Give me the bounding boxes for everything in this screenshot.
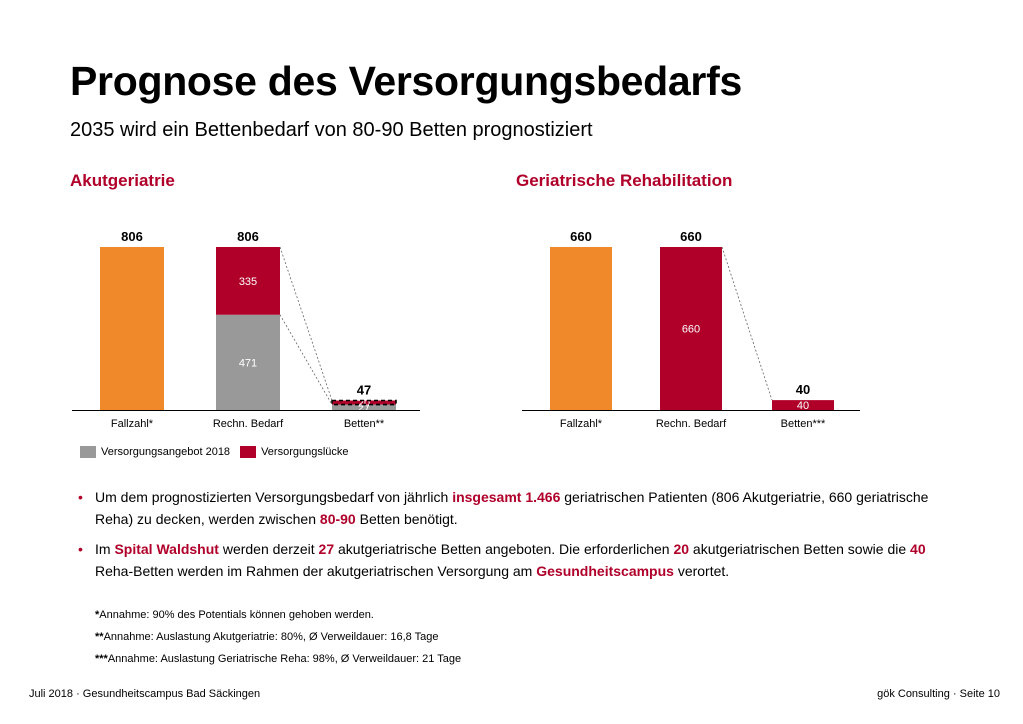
footnote-mark: *** (95, 653, 108, 665)
bullet-text: Betten benötigt. (355, 511, 458, 527)
footnote: *Annahme: 90% des Potentials können geho… (95, 604, 461, 626)
segment-label: 335 (239, 276, 257, 288)
bar-total-label: 806 (237, 229, 259, 244)
connector-line (721, 246, 773, 401)
segment-label: 40 (797, 400, 809, 412)
x-tick-label: Betten** (344, 418, 385, 430)
bar-1-series-1 (660, 247, 722, 410)
highlight-text: insgesamt 1.466 (452, 489, 561, 505)
footer-left: Juli 2018 · Gesundheitscampus Bad Säckin… (29, 688, 261, 700)
bar-2-series-2 (332, 400, 396, 405)
bullet-text: geriatrischen Patienten (806 Akutgeriatr… (95, 489, 929, 527)
bullet-item: • Im Spital Waldshut werden derzeit 27 ak… (78, 538, 958, 582)
bar-total-label: 47 (357, 382, 371, 397)
chart-akutgeriatrie: 806 Fallzahl* 471 335 806 Rechn. Bedarf 272047… (72, 229, 420, 430)
segment-label: 20 (358, 398, 370, 410)
x-tick-label: Fallzahl* (111, 418, 154, 430)
connector-line (279, 246, 333, 401)
segment-label: 27 (358, 402, 370, 414)
chart-title-reha: Geriatrische Rehabilitation (516, 171, 733, 190)
bar-total-label: 660 (570, 229, 592, 244)
page-subtitle: 2035 wird ein Bettenbedarf von 80-90 Bet… (70, 119, 593, 141)
legend-swatch-supply (80, 446, 96, 458)
chart-reha: 660 Fallzahl* 660 660 Rechn. Bedarf 40 40 Bette… (522, 229, 860, 430)
bar-total-label: 660 (680, 229, 702, 244)
footnote: **Annahme: Auslastung Akutgeriatrie: 80%… (95, 626, 461, 648)
highlight-text: 40 (910, 541, 926, 557)
chart-legend: Versorgungsangebot 2018 Versorgungslücke (80, 446, 359, 458)
x-tick-label: Rechn. Bedarf (213, 418, 284, 430)
bar-2-series-1 (772, 400, 834, 410)
footnotes: *Annahme: 90% des Potentials können geho… (95, 604, 461, 670)
x-tick-label: Fallzahl* (560, 418, 603, 430)
legend-label-supply: Versorgungsangebot 2018 (101, 446, 231, 458)
legend-label-gap: Versorgungslücke (261, 446, 349, 458)
highlight-text: 80-90 (319, 511, 356, 527)
footnote-mark: ** (95, 631, 104, 643)
bullet-dot: • (78, 541, 83, 557)
bar-1-series-1 (216, 314, 280, 410)
gap-highlight-box (331, 399, 397, 406)
legend-item-supply: Versorgungsangebot 2018 (80, 446, 230, 458)
bar-1-series-2 (216, 247, 280, 315)
bar-0-series-0 (100, 247, 164, 410)
bullet-text: akutgeriatrischen Betten sowie die (689, 541, 911, 557)
bullet-text: Um dem prognostizierten Versorgungsbedar… (95, 489, 453, 505)
bar-total-label: 40 (796, 382, 810, 397)
highlight-text: 20 (673, 541, 690, 557)
legend-swatch-gap (240, 446, 257, 458)
bullet-text: Reha-Betten werden im Rahmen der akutger… (95, 563, 537, 579)
segment-label: 660 (682, 324, 700, 336)
footnote-mark: * (95, 609, 100, 621)
bullet-text: Im (95, 541, 115, 557)
chart-title-akutgeriatrie: Akutgeriatrie (70, 171, 175, 190)
footnote-text: Annahme: Auslastung Geriatrische Reha: 9… (107, 653, 462, 665)
bullet-list: • Um dem prognostizierten Versorgungsbeda… (78, 486, 958, 590)
footer-right: gök Consulting · Seite 10 (877, 688, 1000, 700)
bullet-item: • Um dem prognostizierten Versorgungsbeda… (78, 486, 958, 530)
bar-total-label: 806 (121, 229, 143, 244)
x-tick-label: Rechn. Bedarf (656, 418, 727, 430)
footnote: ***Annahme: Auslastung Geriatrische Reha… (95, 648, 461, 670)
segment-label: 471 (239, 357, 257, 369)
x-tick-label: Betten*** (781, 418, 826, 430)
footnote-text: Annahme: 90% des Potentials können gehob… (99, 609, 374, 621)
legend-item-gap: Versorgungslücke (240, 446, 349, 458)
connector-line (279, 314, 333, 405)
bullet-text: werden derzeit (218, 541, 319, 557)
bullet-text: akutgeriatrische Betten angeboten. Die e… (334, 541, 674, 557)
footnote-text: Annahme: Auslastung Akutgeriatrie: 80%, … (103, 631, 439, 643)
highlight-text: Spital Waldshut (114, 541, 219, 557)
highlight-text: 27 (318, 541, 335, 557)
bar-2-series-1 (332, 404, 396, 410)
bar-0-series-0 (550, 247, 612, 410)
bullet-text: verortet. (673, 563, 730, 579)
highlight-text: Gesundheitscampus (536, 563, 674, 579)
bullet-dot: • (78, 489, 83, 505)
page-title: Prognose des Versorgungsbedarfs (70, 58, 742, 104)
